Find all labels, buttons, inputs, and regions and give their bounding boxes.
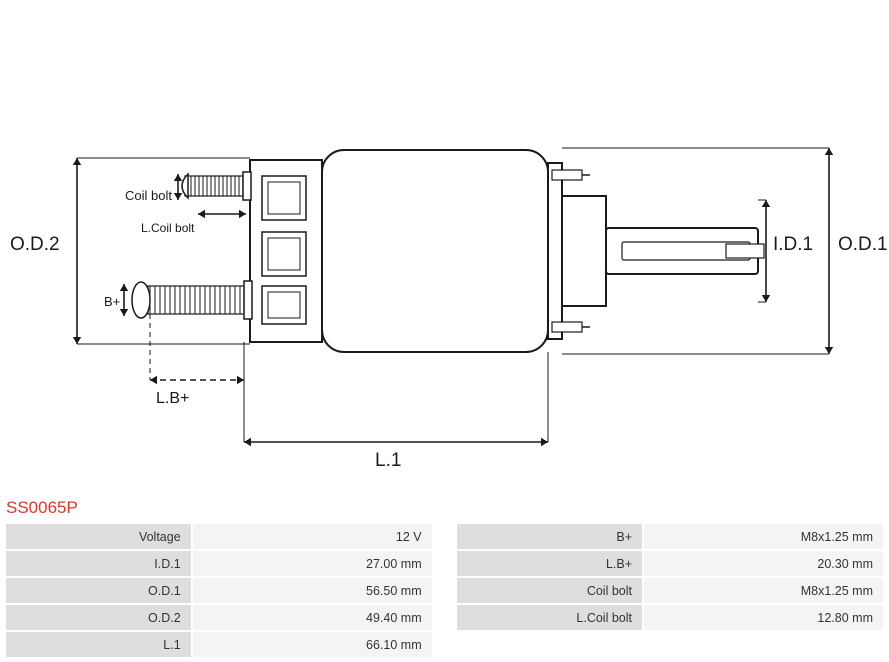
spec-value [644, 632, 883, 657]
spec-label: L.1 [6, 632, 191, 657]
spec-label [457, 632, 642, 657]
dim-label-od2: O.D.2 [10, 234, 60, 256]
spec-value: 66.10 mm [193, 632, 432, 657]
spec-value: 12.80 mm [644, 605, 883, 630]
spec-value: M8x1.25 mm [644, 578, 883, 603]
dim-label-lcoil: L.Coil bolt [141, 221, 194, 235]
table-row: L.166.10 mm [6, 632, 883, 657]
table-row: I.D.127.00 mm L.B+20.30 mm [6, 551, 883, 576]
gap [434, 632, 456, 657]
spec-label: L.Coil bolt [457, 605, 642, 630]
dim-label-coil: Coil bolt [125, 188, 172, 203]
table-row: Voltage12 V B+M8x1.25 mm [6, 524, 883, 549]
dim-label-od1: O.D.1 [838, 234, 888, 256]
spec-value: 49.40 mm [193, 605, 432, 630]
table-row: O.D.156.50 mm Coil boltM8x1.25 mm [6, 578, 883, 603]
spec-label: O.D.1 [6, 578, 191, 603]
gap [434, 605, 456, 630]
spec-value: 27.00 mm [193, 551, 432, 576]
dim-label-l1: L.1 [375, 450, 401, 472]
spec-label: Coil bolt [457, 578, 642, 603]
gap [434, 551, 456, 576]
gap [434, 524, 456, 549]
dim-label-bplus: B+ [104, 294, 120, 309]
spec-label: O.D.2 [6, 605, 191, 630]
spec-label: Voltage [6, 524, 191, 549]
spec-value: 12 V [193, 524, 432, 549]
gap [434, 578, 456, 603]
drawing-svg [0, 0, 889, 490]
spec-label: I.D.1 [6, 551, 191, 576]
technical-drawing: O.D.2 O.D.1 I.D.1 L.1 L.B+ B+ Coil bolt L.Coil … [0, 0, 889, 490]
dim-label-lbplus: L.B+ [156, 390, 189, 408]
dim-label-id1: I.D.1 [773, 234, 813, 256]
spec-value: M8x1.25 mm [644, 524, 883, 549]
table-row: O.D.249.40 mm L.Coil bolt12.80 mm [6, 605, 883, 630]
part-number: SS0065P [6, 498, 78, 518]
page-root: O.D.2O.D.1I.D.1L.1L.B+B+Coil boltL.Coil … [0, 0, 889, 662]
spec-value: 56.50 mm [193, 578, 432, 603]
spec-value: 20.30 mm [644, 551, 883, 576]
spec-table: Voltage12 VB+M8x1.25 mmI.D.127.00 mmL.B+… [4, 522, 885, 659]
spec-label: B+ [457, 524, 642, 549]
spec-label: L.B+ [457, 551, 642, 576]
